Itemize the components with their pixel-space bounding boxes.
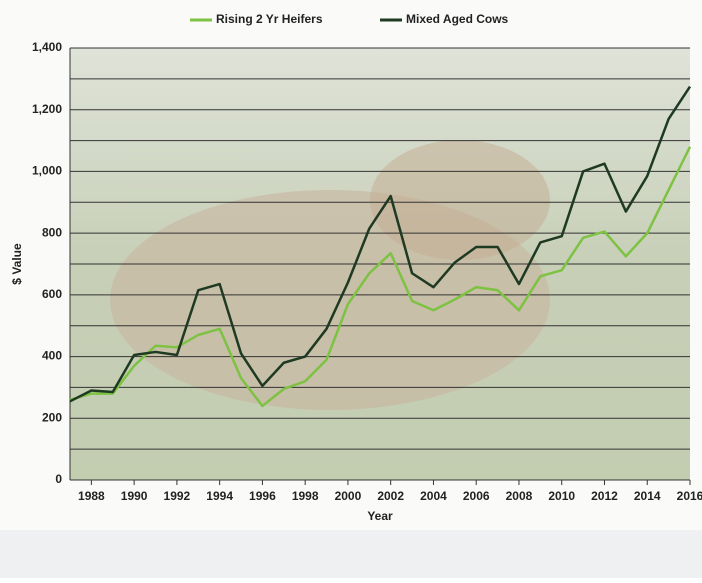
y-tick-label: 1,400 bbox=[32, 40, 62, 54]
x-tick-label: 1994 bbox=[206, 489, 233, 503]
x-tick-label: 1998 bbox=[292, 489, 319, 503]
x-tick-label: 1988 bbox=[78, 489, 105, 503]
photo-cow-head bbox=[370, 140, 550, 260]
x-tick-label: 1992 bbox=[164, 489, 191, 503]
x-tick-label: 2012 bbox=[591, 489, 618, 503]
x-tick-label: 2016 bbox=[677, 489, 702, 503]
x-tick-label: 2000 bbox=[335, 489, 362, 503]
y-tick-label: 400 bbox=[42, 349, 62, 363]
series-line bbox=[69, 146, 692, 408]
y-tick-label: 800 bbox=[42, 225, 62, 239]
y-tick-label: 200 bbox=[42, 410, 62, 424]
x-tick-label: 2004 bbox=[420, 489, 447, 503]
x-tick-label: 2008 bbox=[506, 489, 533, 503]
legend-label: Mixed Aged Cows bbox=[406, 12, 509, 26]
x-tick-label: 2010 bbox=[548, 489, 575, 503]
x-tick-label: 1990 bbox=[121, 489, 148, 503]
y-tick-label: 1,200 bbox=[32, 102, 62, 116]
x-tick-label: 2006 bbox=[463, 489, 490, 503]
series-line bbox=[69, 85, 692, 403]
y-axis-label: $ Value bbox=[10, 243, 24, 285]
footer-panel bbox=[0, 530, 702, 578]
x-tick-label: 2002 bbox=[377, 489, 404, 503]
x-axis-label: Year bbox=[367, 509, 393, 523]
y-tick-label: 0 bbox=[55, 472, 62, 486]
legend-label: Rising 2 Yr Heifers bbox=[216, 12, 323, 26]
x-tick-label: 1996 bbox=[249, 489, 276, 503]
x-tick-label: 2014 bbox=[634, 489, 661, 503]
y-tick-label: 600 bbox=[42, 287, 62, 301]
y-tick-label: 1,000 bbox=[32, 164, 62, 178]
